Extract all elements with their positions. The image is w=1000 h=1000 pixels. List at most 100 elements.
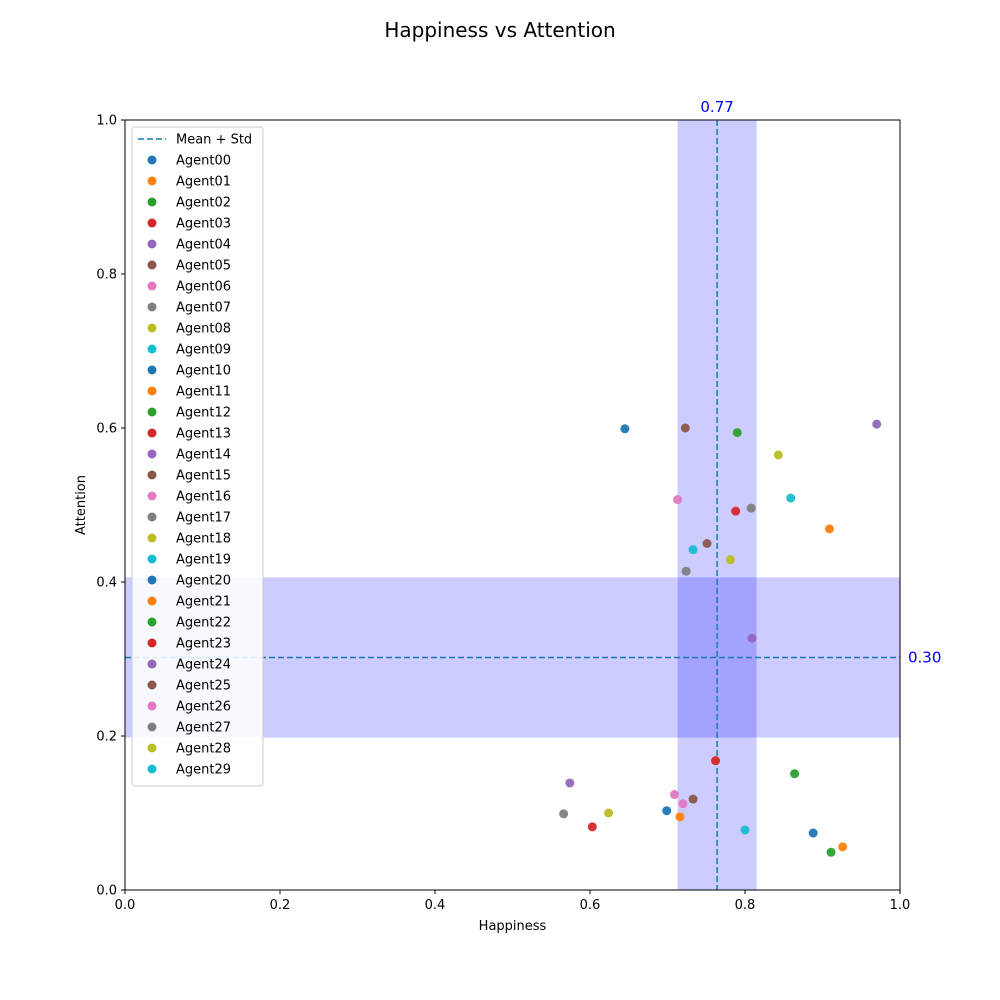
point-agent17 (746, 503, 756, 513)
legend-marker-agent17 (147, 512, 157, 522)
legend-label-agent22: Agent22 (176, 616, 231, 631)
legend-marker-agent25 (147, 680, 157, 690)
legend-label-agent28: Agent28 (176, 742, 231, 757)
point-agent02 (826, 847, 836, 857)
legend-marker-agent06 (147, 281, 157, 291)
legend-marker-agent10 (147, 365, 157, 375)
legend-label-agent12: Agent12 (176, 406, 231, 421)
point-agent03 (587, 822, 597, 832)
x-tick-label: 0.8 (735, 898, 756, 913)
chart-title: Happiness vs Attention (384, 18, 615, 42)
y-axis-ticks: 0.0 0.2 0.4 0.6 0.8 1.0 (96, 114, 125, 899)
legend-marker-agent18 (147, 533, 157, 543)
legend-marker-agent19 (147, 554, 157, 564)
x-axis-label: Happiness (479, 919, 547, 934)
plot-frame (124, 119, 901, 891)
legend-marker-agent08 (147, 323, 157, 333)
point-agent19 (688, 545, 698, 555)
legend-label-agent04: Agent04 (176, 238, 231, 253)
x-tick-label: 0.4 (425, 898, 446, 913)
point-agent29 (740, 825, 750, 835)
point-agent13 (731, 506, 741, 516)
data-points (559, 419, 882, 857)
point-agent08 (725, 555, 735, 565)
legend-marker-agent05 (147, 260, 157, 270)
point-agent28 (604, 808, 614, 818)
legend-label-agent16: Agent16 (176, 490, 231, 505)
legend-marker-agent21 (147, 596, 157, 606)
legend-label-agent09: Agent09 (176, 343, 231, 358)
legend-label-agent25: Agent25 (176, 679, 231, 694)
y-tick-label: 0.6 (96, 422, 117, 437)
x-std-band (677, 120, 757, 890)
legend-label-agent18: Agent18 (176, 532, 231, 547)
legend-marker-agent16 (147, 491, 157, 501)
legend-label-agent15: Agent15 (176, 469, 231, 484)
x-tick-label: 1.0 (890, 898, 911, 913)
legend-label-agent01: Agent01 (176, 175, 231, 190)
legend-label-agent14: Agent14 (176, 448, 231, 463)
legend-label-agent13: Agent13 (176, 427, 231, 442)
point-agent12 (790, 769, 800, 779)
point-agent01 (838, 842, 848, 852)
x-tick-label: 0.2 (270, 898, 291, 913)
legend-marker-agent23 (147, 638, 157, 648)
point-agent07 (559, 809, 569, 819)
y-tick-label: 0.2 (96, 730, 117, 745)
legend-marker-agent11 (147, 386, 157, 396)
legend-marker-agent09 (147, 344, 157, 354)
legend-marker-agent04 (147, 239, 157, 249)
legend-marker-agent00 (147, 155, 157, 165)
legend-marker-agent20 (147, 575, 157, 585)
legend-marker-agent27 (147, 722, 157, 732)
legend-box (131, 126, 264, 787)
legend-label-agent02: Agent02 (176, 196, 231, 211)
legend-label-agent24: Agent24 (176, 658, 231, 673)
legend-label-agent26: Agent26 (176, 700, 231, 715)
y-tick-label: 0.8 (96, 268, 117, 283)
legend-marker-agent14 (147, 449, 157, 459)
y-axis-label: Attention (74, 475, 89, 535)
point-agent10 (620, 424, 630, 434)
y-tick-label: 1.0 (96, 114, 117, 129)
legend-marker-agent22 (147, 617, 157, 627)
legend: Mean + Std Agent00 Agent01 Agent02 Agent03 Ag… (131, 126, 264, 787)
legend-label-agent07: Agent07 (176, 301, 231, 316)
point-agent16 (673, 495, 683, 505)
point-agent06 (669, 790, 679, 800)
x-mean-label: 0.77 (700, 98, 733, 116)
legend-label-agent03: Agent03 (176, 217, 231, 232)
legend-label-agent20: Agent20 (176, 574, 231, 589)
legend-label-agent10: Agent10 (176, 364, 231, 379)
legend-label-agent08: Agent08 (176, 322, 231, 337)
legend-label-mean-std: Mean + Std (176, 133, 252, 148)
legend-label-agent27: Agent27 (176, 721, 231, 736)
y-mean-label: 0.30 (908, 648, 941, 666)
legend-label-agent23: Agent23 (176, 637, 231, 652)
point-agent14 (872, 419, 882, 429)
legend-marker-agent15 (147, 470, 157, 480)
legend-marker-agent01 (147, 176, 157, 186)
point-agent27 (681, 566, 691, 576)
point-agent21 (675, 812, 685, 822)
point-agent22 (732, 428, 742, 438)
point-agent18 (773, 450, 783, 460)
legend-marker-agent02 (147, 197, 157, 207)
legend-label-agent00: Agent00 (176, 154, 231, 169)
point-agent15 (680, 423, 690, 433)
y-tick-label: 0.4 (96, 576, 117, 591)
legend-label-agent29: Agent29 (176, 763, 231, 778)
x-tick-label: 0.6 (580, 898, 601, 913)
legend-label-agent06: Agent06 (176, 280, 231, 295)
y-tick-label: 0.0 (96, 884, 117, 899)
legend-label-agent19: Agent19 (176, 553, 231, 568)
point-agent11 (824, 524, 834, 534)
legend-marker-agent24 (147, 659, 157, 669)
legend-marker-agent07 (147, 302, 157, 312)
point-agent20 (662, 806, 672, 816)
legend-label-agent11: Agent11 (176, 385, 231, 400)
legend-marker-agent29 (147, 764, 157, 774)
point-agent25 (702, 539, 712, 548)
legend-marker-agent13 (147, 428, 157, 438)
legend-label-agent17: Agent17 (176, 511, 231, 526)
